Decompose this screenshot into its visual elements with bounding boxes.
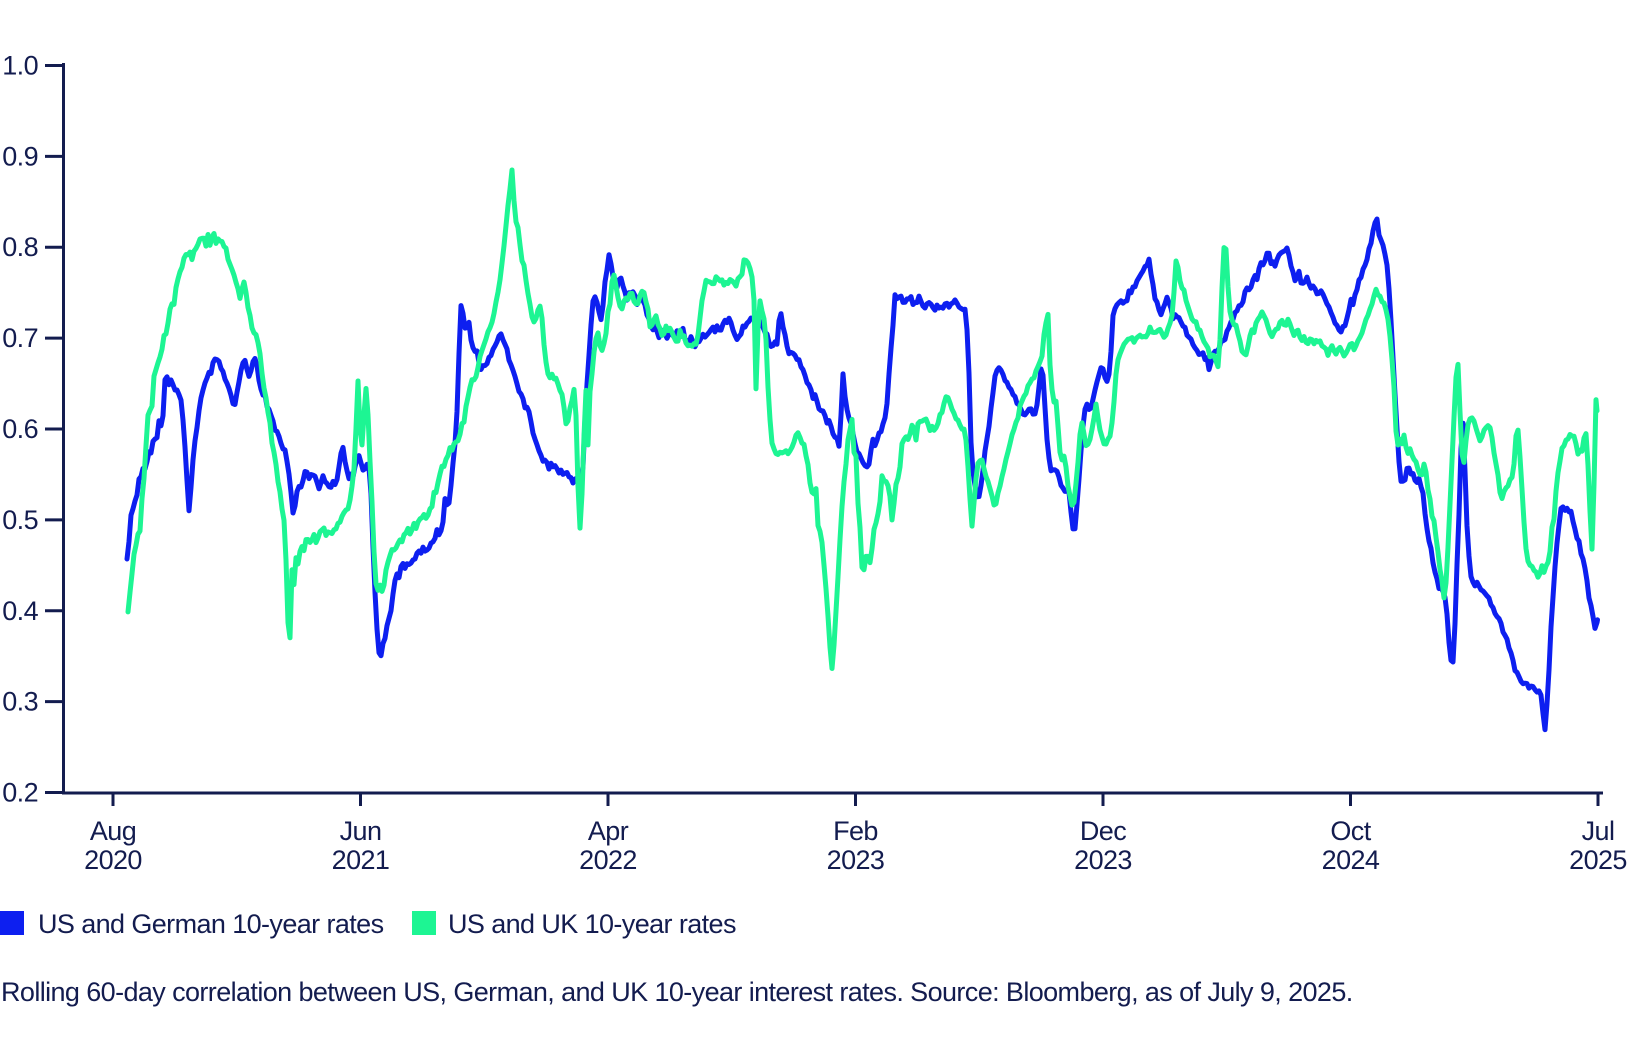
svg-text:US and German 10-year rates: US and German 10-year rates [38,909,384,939]
svg-text:2021: 2021 [332,845,390,875]
svg-text:0.3: 0.3 [2,687,38,717]
svg-text:2020: 2020 [84,845,142,875]
svg-text:0.2: 0.2 [2,778,38,808]
svg-text:Aug: Aug [90,816,136,846]
svg-text:2023: 2023 [827,845,885,875]
svg-text:US and UK 10-year rates: US and UK 10-year rates [448,909,736,939]
svg-text:Rolling 60-day correlation bet: Rolling 60-day correlation between US, G… [1,977,1353,1007]
svg-text:Feb: Feb [833,816,878,846]
svg-text:Apr: Apr [588,816,629,846]
svg-text:2025: 2025 [1569,845,1627,875]
svg-text:1.0: 1.0 [2,51,38,81]
svg-text:2023: 2023 [1074,845,1132,875]
svg-text:0.6: 0.6 [2,414,38,444]
svg-text:2022: 2022 [579,845,637,875]
svg-text:0.8: 0.8 [2,232,38,262]
svg-text:Jun: Jun [340,816,382,846]
svg-text:0.4: 0.4 [2,596,38,626]
svg-text:0.5: 0.5 [2,505,38,535]
svg-text:0.7: 0.7 [2,323,38,353]
svg-text:Jul: Jul [1582,816,1615,846]
svg-text:Dec: Dec [1080,816,1126,846]
svg-text:0.9: 0.9 [2,141,38,171]
svg-text:Oct: Oct [1330,816,1371,846]
svg-text:2024: 2024 [1322,845,1380,875]
